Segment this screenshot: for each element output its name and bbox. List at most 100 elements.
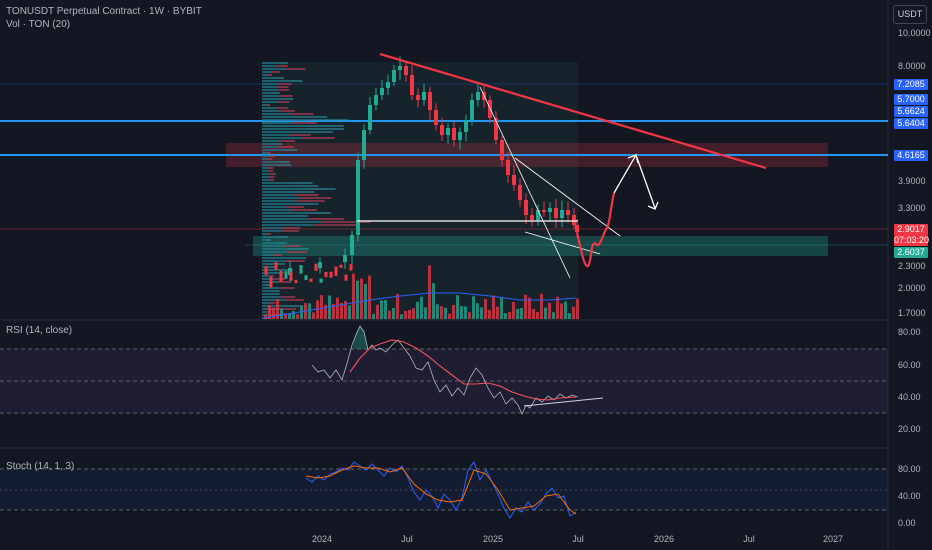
profile-bar bbox=[262, 173, 270, 175]
profile-bar bbox=[283, 245, 301, 247]
volume-legend[interactable]: Vol · TON (20) bbox=[6, 19, 71, 30]
profile-bar bbox=[277, 161, 290, 163]
stoch-legend[interactable]: Stoch (14, 1, 3) bbox=[6, 461, 75, 472]
price-tick: 8.0000 bbox=[898, 61, 926, 71]
candle-body bbox=[500, 140, 504, 160]
profile-bar bbox=[268, 176, 275, 178]
volume-bar bbox=[472, 296, 475, 319]
profile-bar bbox=[268, 275, 274, 277]
candle-body bbox=[464, 120, 468, 132]
profile-bar bbox=[262, 239, 267, 241]
volume-bar bbox=[436, 304, 439, 319]
profile-bar bbox=[285, 206, 305, 208]
volume-bar bbox=[312, 312, 315, 319]
profile-bar bbox=[262, 221, 322, 223]
profile-bar bbox=[293, 194, 319, 196]
stoch-d-line bbox=[305, 465, 577, 515]
profile-bar bbox=[276, 65, 288, 67]
profile-bar bbox=[277, 281, 291, 283]
rsi-legend[interactable]: RSI (14, close) bbox=[6, 325, 73, 336]
profile-bar bbox=[271, 71, 280, 73]
candle-body bbox=[319, 278, 323, 283]
volume-bar bbox=[320, 295, 323, 319]
volume-profile bbox=[262, 62, 371, 319]
profile-bar bbox=[262, 182, 290, 184]
profile-bar bbox=[262, 122, 293, 124]
volume-bar bbox=[372, 313, 375, 319]
profile-bar bbox=[292, 122, 317, 124]
volume-bar bbox=[508, 312, 511, 319]
volume-bar bbox=[316, 300, 319, 319]
price-tag: 5.6624 bbox=[894, 106, 928, 117]
volume-bar bbox=[380, 300, 383, 319]
volume-bar bbox=[280, 309, 283, 319]
profile-bar bbox=[280, 296, 296, 298]
profile-bar bbox=[262, 65, 277, 67]
volume-bar bbox=[272, 307, 275, 319]
profile-bar bbox=[262, 89, 278, 91]
volume-bar bbox=[560, 303, 563, 319]
profile-bar bbox=[269, 155, 275, 157]
stoch-band bbox=[0, 469, 888, 510]
candle-body bbox=[284, 271, 288, 279]
profile-bar bbox=[280, 140, 296, 142]
profile-bar bbox=[262, 191, 291, 193]
profile-bar bbox=[300, 131, 333, 133]
profile-bar bbox=[262, 188, 303, 190]
profile-bar bbox=[271, 290, 280, 292]
profile-bar bbox=[271, 293, 280, 295]
profile-bar bbox=[262, 209, 293, 211]
profile-bar bbox=[262, 98, 280, 100]
volume-bar bbox=[552, 312, 555, 319]
price-tag: 4.6165 bbox=[894, 150, 928, 161]
profile-bar bbox=[277, 89, 290, 91]
volume-bar bbox=[396, 293, 399, 319]
volume-bar bbox=[432, 283, 435, 319]
profile-bar bbox=[262, 71, 272, 73]
currency-button[interactable]: USDT bbox=[893, 5, 927, 24]
volume-bar bbox=[500, 297, 503, 319]
profile-bar bbox=[293, 185, 319, 187]
profile-bar bbox=[271, 92, 280, 94]
candle-body bbox=[356, 160, 360, 235]
profile-bar bbox=[262, 95, 279, 97]
stoch-tick: 0.00 bbox=[898, 518, 916, 528]
volume-bar bbox=[460, 306, 463, 319]
candle-body bbox=[380, 88, 384, 95]
profile-bar bbox=[262, 149, 282, 151]
volume-bar bbox=[512, 302, 515, 319]
candle-body bbox=[494, 118, 498, 140]
profile-bar bbox=[262, 194, 294, 196]
profile-bar bbox=[262, 263, 275, 265]
profile-bar bbox=[262, 224, 314, 226]
volume-bar bbox=[364, 283, 367, 319]
volume-bar bbox=[336, 297, 339, 319]
profile-bar bbox=[262, 305, 283, 307]
volume-bar bbox=[452, 304, 455, 319]
profile-bar bbox=[280, 110, 295, 112]
profile-bar bbox=[276, 62, 288, 64]
candle-body bbox=[536, 210, 540, 220]
wedge-line bbox=[514, 157, 621, 237]
profile-bar bbox=[287, 248, 309, 250]
volume-bar bbox=[496, 306, 499, 319]
symbol-title[interactable]: TONUSDT Perpetual Contract · 1W · BYBIT bbox=[6, 6, 202, 17]
volume-bar bbox=[520, 307, 523, 319]
volume-bar bbox=[324, 304, 327, 319]
profile-bar bbox=[285, 260, 305, 262]
candle-body bbox=[446, 128, 450, 135]
volume-bar bbox=[420, 296, 423, 319]
rsi-tick: 80.00 bbox=[898, 327, 921, 337]
candle-body bbox=[304, 275, 308, 281]
volume-bar bbox=[276, 299, 279, 319]
rsi-tick: 20.00 bbox=[898, 424, 921, 434]
stoch-tick: 40.00 bbox=[898, 491, 921, 501]
volume-bar bbox=[548, 302, 551, 319]
arrow-head-icon bbox=[627, 154, 639, 164]
profile-bar bbox=[262, 62, 277, 64]
candle-body bbox=[410, 75, 414, 95]
candle-body bbox=[542, 210, 546, 212]
volume-bar bbox=[344, 301, 347, 319]
volume-bar bbox=[308, 303, 311, 319]
